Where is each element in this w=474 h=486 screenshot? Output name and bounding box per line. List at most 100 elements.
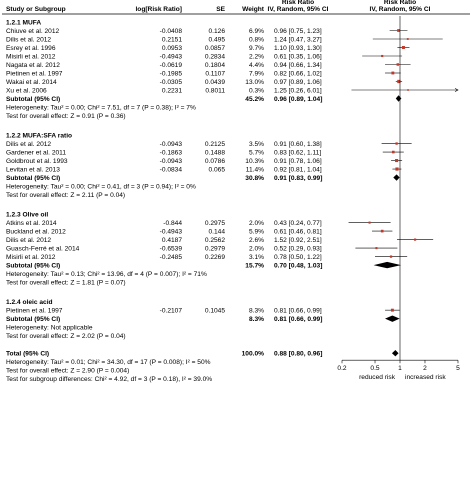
subtotal-label: Subtotal (95% CI)	[6, 316, 60, 323]
header-rr-title-right: Risk Ratio	[384, 0, 416, 6]
study-name: Atkins et al. 2014	[6, 220, 57, 227]
study-weight: 3.5%	[249, 141, 264, 148]
study-ci-text: 1.25 [0.26, 6.01]	[274, 87, 322, 94]
group-title: 1.2.1 MUFA	[6, 19, 41, 26]
study-marker	[401, 45, 405, 50]
study-marker	[395, 167, 399, 171]
group-title: 1.2.2 MUFA:SFA ratio	[6, 132, 72, 139]
study-ci-text: 0.83 [0.62, 1.11]	[274, 149, 321, 156]
study-name: Dilis et al. 2012	[6, 141, 51, 148]
x-tick-label: 0.5	[370, 365, 379, 372]
study-name: Dilis et al. 2012	[6, 237, 51, 244]
subgroup-overall-effect: Test for overall effect: Z = 1.81 (P = 0…	[6, 279, 126, 286]
group-title: 1.2.3 Olive oil	[6, 211, 48, 218]
subtotal-weight: 30.8%	[245, 175, 264, 182]
subtotal-diamond	[393, 174, 400, 181]
study-ci-text: 1.10 [0.93, 1.30]	[274, 45, 322, 52]
x-tick-label: 0.2	[337, 365, 346, 372]
study-log-rr: -0.2485	[160, 254, 183, 261]
study-ci-text: 0.91 [0.78, 1.06]	[274, 158, 322, 165]
subtotal-ci-text: 0.96 [0.89, 1.04]	[274, 96, 322, 103]
study-name: Goldbrout et al. 1993	[6, 158, 68, 165]
subtotal-ci-text: 0.81 [0.66, 0.99]	[274, 316, 322, 323]
study-se: 0.0857	[205, 45, 226, 52]
study-marker	[390, 308, 394, 312]
study-se: 0.126	[208, 28, 225, 35]
study-se: 0.2979	[205, 245, 226, 252]
subgroup-overall-effect: Test for overall effect: Z = 2.02 (P = 0…	[6, 333, 126, 340]
subgroup-heterogeneity: Heterogeneity: Tau² = 0.00; Chi² = 0.41,…	[6, 183, 196, 190]
study-marker	[395, 159, 399, 163]
study-name: Nagata et al. 2012	[6, 62, 60, 69]
subtotal-label: Subtotal (95% CI)	[6, 96, 60, 103]
study-ci-text: 0.97 [0.89, 1.06]	[274, 79, 322, 86]
study-weight: 13.0%	[245, 79, 264, 86]
study-marker	[395, 142, 398, 145]
subgroup-overall-effect: Test for overall effect: Z = 0.91 (P = 0…	[6, 113, 126, 120]
subtotal-weight: 45.2%	[245, 96, 264, 103]
study-weight: 2.6%	[249, 237, 264, 244]
subtotal-weight: 15.7%	[245, 262, 264, 269]
study-name: Chiuve et al. 2012	[6, 28, 59, 35]
study-name: Esrey et al. 1996	[6, 45, 56, 52]
study-ci-text: 0.52 [0.29, 0.93]	[274, 245, 322, 252]
total-label: Total (95% CI)	[6, 351, 49, 358]
header-log-risk-ratio: log[Risk Ratio]	[135, 6, 182, 13]
study-se: 0.1107	[205, 70, 225, 77]
header-study: Study or Subgroup	[6, 6, 66, 13]
x-tick-label: 5	[456, 365, 460, 372]
study-se: 0.495	[208, 36, 225, 43]
study-ci-text: 0.43 [0.24, 0.77]	[274, 220, 322, 227]
study-log-rr: -0.844	[163, 220, 182, 227]
subgroup-overall-effect: Test for overall effect: Z = 2.11 (P = 0…	[6, 192, 125, 199]
total-diamond	[391, 350, 399, 357]
study-name: Dilis et al. 2012	[6, 36, 51, 43]
study-log-rr: 0.2151	[162, 36, 183, 43]
study-log-rr: -0.0408	[160, 28, 183, 35]
subgroup-heterogeneity: Heterogeneity: Tau² = 0.13; Chi² = 13.96…	[6, 271, 207, 278]
axis-label-increased-risk: increased risk	[405, 374, 446, 381]
study-log-rr: -0.6539	[160, 245, 183, 252]
study-name: Guasch-Ferré et al. 2014	[6, 245, 80, 252]
study-ci-text: 0.96 [0.75, 1.23]	[274, 28, 322, 35]
study-weight: 3.1%	[249, 254, 264, 261]
study-marker	[413, 238, 417, 241]
study-log-rr: 0.4187	[162, 237, 183, 244]
header-rr-subtitle-left: IV, Random, 95% CI	[268, 6, 329, 13]
study-se: 0.1488	[205, 149, 226, 156]
study-log-rr: -0.0619	[160, 62, 183, 69]
subtotal-diamond	[373, 261, 402, 269]
study-name: Pietinen et al. 1997	[6, 70, 63, 77]
subtotal-label: Subtotal (95% CI)	[6, 175, 60, 182]
study-weight: 11.4%	[246, 166, 264, 173]
ci-arrow-right	[454, 88, 459, 92]
study-name: Misirli et al. 2012	[6, 53, 56, 60]
subtotal-diamond	[385, 315, 400, 322]
study-marker	[391, 150, 395, 154]
study-se: 0.0786	[205, 158, 226, 165]
study-ci-text: 0.82 [0.66, 1.02]	[274, 70, 322, 77]
study-name: Wakai et al. 2014	[6, 79, 57, 86]
study-weight: 6.9%	[249, 28, 264, 35]
total-ci-text: 0.88 [0.80, 0.96]	[274, 351, 322, 358]
subtotal-label: Subtotal (95% CI)	[6, 262, 60, 269]
study-se: 0.144	[208, 228, 225, 235]
study-se: 0.1804	[205, 62, 226, 69]
subtotal-weight: 8.3%	[249, 316, 264, 323]
study-se: 0.1045	[205, 307, 226, 314]
study-marker	[397, 29, 400, 32]
study-weight: 7.9%	[249, 70, 264, 77]
study-marker	[368, 221, 371, 224]
study-weight: 2.0%	[249, 220, 264, 227]
total-weight: 100.0%	[242, 351, 265, 358]
study-se: 0.2975	[205, 220, 226, 227]
study-log-rr: -0.0943	[160, 158, 183, 165]
study-log-rr: -0.1863	[160, 149, 183, 156]
subgroup-heterogeneity: Heterogeneity: Not applicable	[6, 324, 93, 331]
x-tick-label: 2	[423, 365, 427, 372]
study-weight: 9.7%	[249, 45, 264, 52]
study-weight: 2.2%	[249, 53, 264, 60]
study-log-rr: -0.0943	[160, 141, 183, 148]
x-tick-label: 1	[398, 365, 402, 372]
study-ci-text: 0.94 [0.66, 1.34]	[274, 62, 322, 69]
